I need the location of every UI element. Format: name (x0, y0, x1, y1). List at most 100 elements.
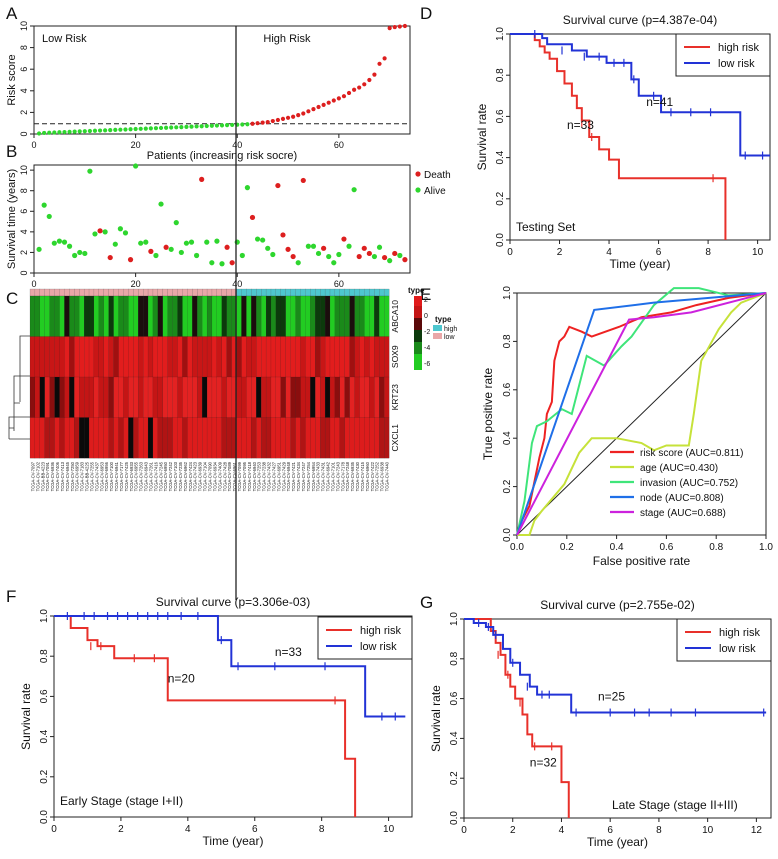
type-cell (216, 288, 223, 297)
heat-cell (113, 336, 119, 378)
risk-point (214, 123, 220, 128)
type-cell (349, 288, 355, 297)
y-tick-label: 0 (19, 131, 29, 136)
legend-alive-label: Alive (424, 186, 446, 197)
sample-label: TCGA-CV-7413 (60, 461, 65, 491)
heat-cell (246, 417, 252, 459)
x-axis-label: Time (year) (587, 835, 648, 849)
sample-label: TCGA-BB-4223 (40, 461, 45, 491)
x-axis-label: False positive rate (593, 554, 691, 568)
type-cell (221, 288, 228, 297)
heat-cell (197, 336, 203, 378)
risk-point (158, 125, 164, 131)
risk-point (245, 122, 250, 127)
type-cell (270, 288, 277, 297)
y-tick-label: 0.0 (502, 528, 513, 542)
survival-point (163, 244, 169, 250)
heat-cell (221, 336, 227, 378)
x-tick-label: 0 (507, 247, 513, 258)
sample-label: TCGA-CV-7238 (262, 461, 267, 491)
color-key-swatch (414, 296, 422, 306)
survival-point (315, 250, 322, 257)
roc-line (516, 292, 767, 536)
heat-cell (152, 336, 159, 378)
y-tick-label: 10 (19, 165, 29, 175)
sample-label: TCGA-CV-7429 (281, 461, 286, 491)
risk-point (397, 24, 402, 29)
heat-cell (261, 295, 267, 337)
heat-cell (379, 417, 385, 459)
heat-cell (261, 417, 267, 459)
sample-label: TCGA-CV-7091 (45, 461, 50, 491)
risk-point (331, 98, 336, 103)
risk-point (47, 130, 52, 135)
heat-cell (79, 336, 85, 378)
survival-line-high (464, 618, 570, 818)
sample-label: TCGA-CV-6933 (129, 461, 134, 491)
survival-point (300, 177, 306, 184)
legend-box (317, 616, 413, 660)
y-tick-label: 4 (19, 229, 29, 234)
survival-point (214, 238, 220, 244)
heat-cell (187, 376, 193, 418)
type-cell (74, 288, 80, 297)
sample-label: TCGA-CV-7104 (203, 461, 208, 491)
type-cell (59, 288, 65, 297)
row-label: ABCA10 (390, 300, 400, 333)
heat-cell (334, 295, 341, 337)
risk-point (250, 121, 255, 126)
n-label: n=33 (275, 645, 302, 659)
type-cell (236, 288, 242, 297)
type-cell (285, 288, 291, 297)
risk-point (62, 129, 67, 135)
x-tick-label: 0 (31, 279, 36, 289)
heat-cell (354, 295, 360, 337)
heat-cell (305, 295, 311, 337)
y-tick-label: 2 (19, 110, 29, 115)
survival-line-high (54, 615, 357, 817)
type-cell (202, 288, 208, 297)
type-cell (197, 288, 203, 297)
type-cell (256, 288, 262, 297)
risk-point (275, 117, 280, 123)
heat-cell (49, 336, 55, 378)
heat-cell (84, 417, 90, 459)
y-tick-label: 4 (19, 88, 29, 93)
heat-cell (270, 295, 277, 337)
legend-death-label: Death (424, 170, 451, 181)
heat-cell (113, 295, 119, 337)
sample-label: TCGA-CV-7432 (267, 461, 272, 491)
heat-cell (329, 336, 336, 378)
chart-annotation: Early Stage (stage I+II) (60, 794, 183, 808)
survival-point (97, 228, 103, 234)
heat-cell (88, 295, 95, 337)
sample-label: TCGA-CV-7434 (296, 461, 301, 491)
survival-line-low (464, 618, 767, 714)
heat-cell (113, 417, 119, 459)
survival-point (102, 229, 108, 235)
sample-label: TCGA-CV-7428 (222, 461, 227, 491)
heat-cell (123, 376, 129, 418)
type-cell (344, 288, 350, 297)
heat-cell (305, 417, 311, 459)
heat-cell (143, 336, 149, 378)
heat-cell (172, 295, 178, 337)
y-tick-label: 8 (19, 45, 29, 50)
color-key-label: 0 (424, 313, 428, 320)
type-cell (118, 288, 124, 297)
risk-point (108, 128, 113, 133)
heat-cell (280, 295, 287, 337)
heat-cell (241, 376, 247, 418)
heat-cell (118, 376, 124, 418)
sample-label: TCGA-CV-7089 (227, 461, 232, 491)
heat-cell (133, 295, 139, 337)
survival-point (193, 252, 200, 259)
roc-line (516, 292, 767, 536)
x-tick-label: 40 (232, 279, 242, 289)
risk-point (199, 124, 204, 129)
survival-point (61, 239, 68, 245)
heat-cell (379, 336, 385, 378)
heat-cell (152, 376, 159, 418)
legend-label: high risk (718, 42, 759, 54)
y-tick-label: 0.4 (39, 729, 50, 743)
